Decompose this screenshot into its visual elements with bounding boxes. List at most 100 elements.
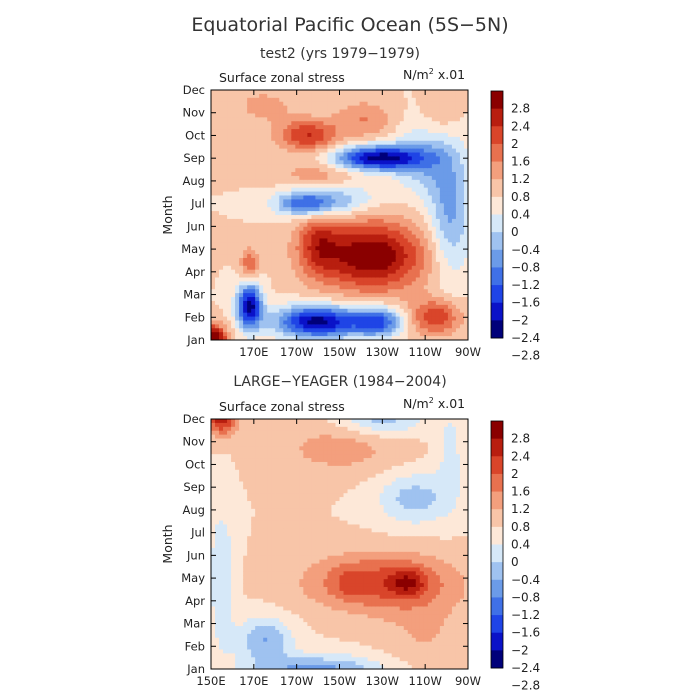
heatmap-cell [251,540,256,545]
heatmap-cell [307,117,312,122]
heatmap-cell [339,300,345,306]
heatmap-cell [231,207,236,212]
heatmap-cell [447,324,453,329]
heatmap-cell [431,207,437,212]
heatmap-cell [351,117,357,122]
heatmap-cell [455,140,461,146]
heatmap-cell [351,254,357,259]
heatmap-cell [419,90,425,95]
heatmap-cell [411,125,417,130]
heatmap-cell [439,297,445,302]
heatmap-cell [215,657,220,662]
heatmap-cell [371,265,377,271]
heatmap-cell [219,512,224,518]
heatmap-cell [327,297,333,302]
heatmap-cell [243,508,248,514]
heatmap-cell [423,234,429,240]
heatmap-cell [439,164,445,169]
heatmap-cell [391,336,397,340]
heatmap-cell [239,618,244,623]
heatmap-cell [291,234,296,240]
heatmap-cell [311,289,317,294]
heatmap-cell [323,168,329,173]
heatmap-cell [223,469,228,475]
heatmap-cell [443,179,449,185]
heatmap-cell [423,297,429,302]
heatmap-cell [367,242,373,247]
heatmap-cell [407,191,413,197]
heatmap-cell [223,308,228,314]
heatmap-cell [231,461,236,467]
heatmap-cell [335,238,341,243]
heatmap-cell [391,101,397,107]
heatmap-cell [319,191,325,197]
heatmap-cell [307,90,312,95]
heatmap-cell [291,250,296,255]
heatmap-cell [347,132,353,138]
heatmap-cell [343,156,349,161]
heatmap-cell [287,316,292,322]
heatmap-cell [215,524,220,529]
heatmap-cell [211,265,216,271]
heatmap-cell [343,199,349,204]
heatmap-cell [455,183,461,189]
heatmap-cell [291,238,296,243]
heatmap-cell [279,132,284,138]
heatmap-cell [399,207,405,212]
heatmap-cell [447,121,453,126]
colorbar-swatch [491,196,503,215]
heatmap-cell [263,93,268,99]
heatmap-cell [219,234,224,240]
heatmap-cell [307,172,312,177]
heatmap-cell [459,168,465,173]
heatmap-cell [367,293,373,298]
heatmap-cell [255,438,260,444]
heatmap-cell [403,230,409,236]
heatmap-cell [419,285,425,290]
heatmap-cell [451,148,457,154]
heatmap-cell [271,148,276,154]
heatmap-cell [255,179,260,185]
heatmap-cell [259,125,264,130]
heatmap-cell [355,312,361,318]
heatmap-cell [443,148,449,154]
heatmap-cell [439,90,445,95]
heatmap-cell [251,555,256,561]
heatmap-cell [291,254,296,259]
heatmap-cell [247,438,252,444]
heatmap-cell [239,461,244,467]
heatmap-cell [363,265,369,271]
heatmap-cell [331,230,337,236]
heatmap-cell [215,203,220,208]
heatmap-cell [223,140,228,146]
heatmap-cell [259,308,264,314]
heatmap-cell [435,218,441,224]
heatmap-cell [459,234,465,240]
heatmap-cell [267,265,272,271]
heatmap-cell [219,508,224,514]
heatmap-cell [379,101,385,107]
heatmap-cell [427,175,433,181]
heatmap-cell [223,199,228,204]
heatmap-cell [239,477,244,483]
heatmap-cell [215,563,220,569]
heatmap-cell [447,316,453,322]
heatmap-cell [387,230,393,236]
heatmap-cell [303,179,308,185]
heatmap-cell [447,222,453,228]
heatmap-cell [459,97,465,103]
heatmap-cell [227,261,232,267]
heatmap-cell [327,293,333,298]
heatmap-cell [459,285,465,290]
heatmap-cell [371,261,377,267]
heatmap-cell [319,125,325,130]
heatmap-cell [391,308,397,314]
heatmap-cell [311,257,317,263]
heatmap-cell [219,222,224,228]
heatmap-cell [327,117,333,122]
heatmap-cell [339,144,345,150]
heatmap-cell [267,281,272,286]
heatmap-cell [331,93,337,99]
heatmap-cell [319,140,325,146]
heatmap-cell [243,105,248,111]
